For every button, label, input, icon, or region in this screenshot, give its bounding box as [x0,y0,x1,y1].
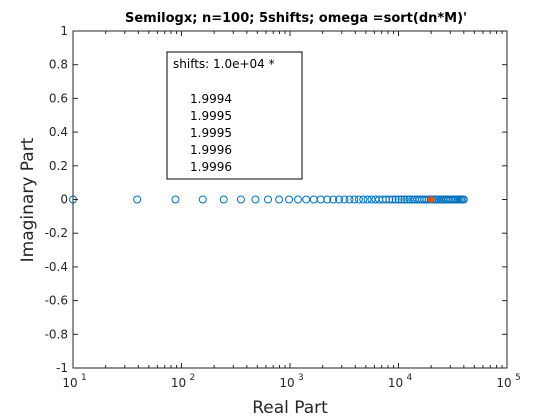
annotation-header: shifts: 1.0e+04 * [173,57,275,71]
x-tick-base: 10 [62,376,77,390]
annotation-value: 1.9994 [190,92,232,106]
y-tick-label: 0.8 [49,58,68,72]
x-tick-label: 10 3 [279,373,303,390]
x-tick-exponent: 2 [190,373,196,383]
x-tick-exponent: 1 [81,373,87,383]
x-tick-exponent: 3 [298,373,304,383]
y-tick-label: -0.4 [45,260,68,274]
x-tick-base: 10 [496,376,511,390]
y-axis-label: Imaginary Part [18,137,38,262]
annotation-frame [167,52,302,179]
annotation-box: shifts: 1.0e+04 * 1.9994 1.9995 1.9995 1… [167,52,302,179]
chart-title: Semilogx; n=100; 5shifts; omega =sort(dn… [125,11,467,26]
y-tick-label: 0 [60,193,68,207]
y-tick-label: -0.8 [45,327,68,341]
x-tick-base: 10 [279,376,294,390]
shift-point [428,197,434,203]
annotation-value: 1.9995 [190,126,232,140]
annotation-value: 1.9996 [190,143,232,157]
x-tick-exponent: 4 [407,373,413,383]
y-tick-label: 0.6 [49,91,68,105]
y-tick-label: 0.4 [49,125,68,139]
x-tick-base: 10 [171,376,186,390]
y-tick-label: 0.2 [49,159,68,173]
annotation-value: 1.9995 [190,109,232,123]
x-tick-label: 10 4 [388,373,413,390]
x-tick-label: 10 2 [171,373,195,390]
x-axis-label: Real Part [252,398,328,418]
x-tick-base: 10 [388,376,403,390]
y-tick-label: -0.6 [45,294,68,308]
x-tick-exponent: 5 [515,373,521,383]
y-tick-label: -1 [56,361,68,375]
x-tick-label: 10 5 [496,373,520,390]
y-tick-label: -0.2 [45,226,68,240]
x-tick-label: 10 1 [62,373,86,390]
y-tick-label: 1 [60,24,68,38]
annotation-value: 1.9996 [190,160,232,174]
